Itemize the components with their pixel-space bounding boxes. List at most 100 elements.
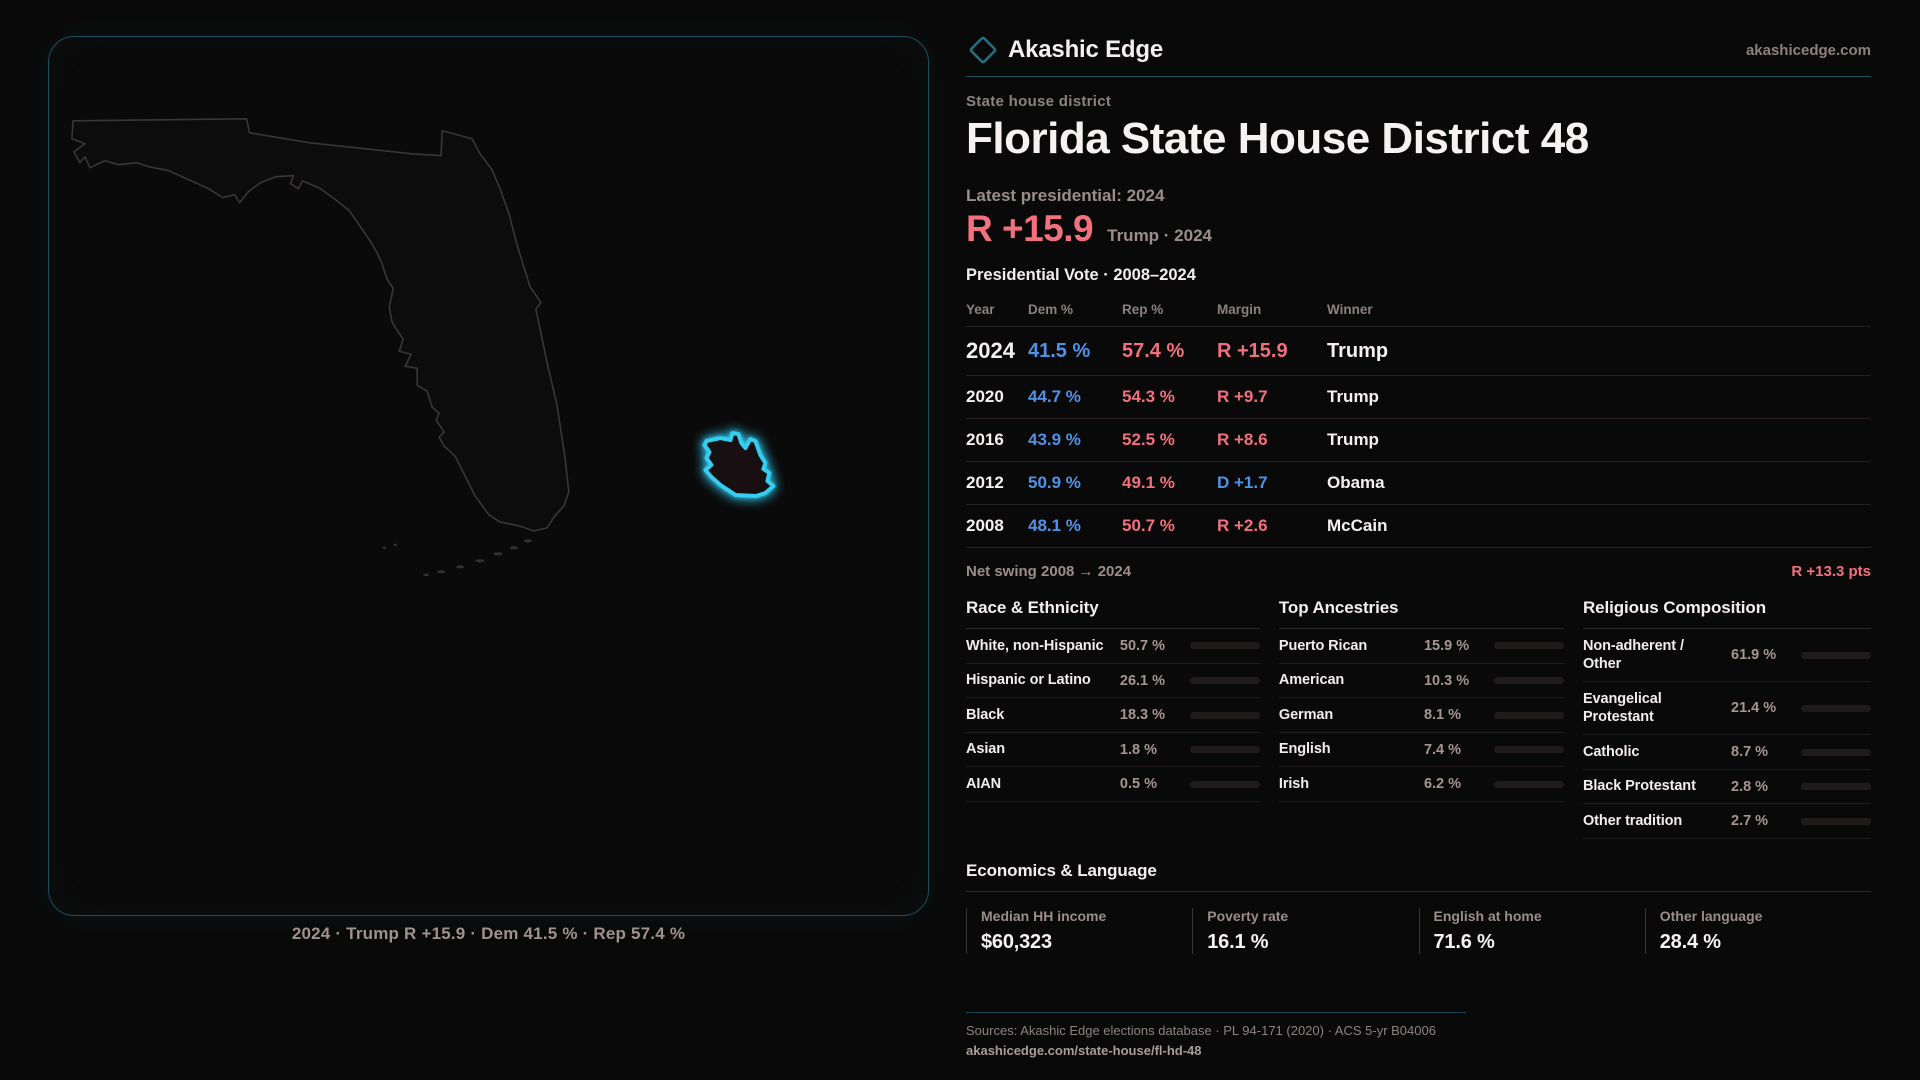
vote-table-title: Presidential Vote · 2008–2024: [966, 266, 1196, 285]
stat-label: Poverty rate: [1207, 908, 1289, 925]
demo-value: 21.4 %: [1731, 700, 1777, 717]
demo-value: 8.1 %: [1423, 707, 1462, 724]
demo-value: 50.7 %: [1119, 637, 1166, 654]
demo-bar-track: [1189, 711, 1260, 719]
demo-row: Black Protestant 2.8 %: [1582, 770, 1871, 805]
col-rep: Rep %: [1122, 302, 1164, 318]
demo-row: Non-adherent / Other 61.9 %: [1582, 629, 1871, 683]
demo-label: Catholic: [1582, 743, 1640, 760]
page-footer: Sources: Akashic Edge elections database…: [966, 1012, 1871, 1060]
demo-row: Evangelical Protestant 21.4 %: [1582, 682, 1871, 736]
demo-bar-track: [1493, 642, 1564, 650]
report-panel: Akashic Edge akashicedge.com State house…: [966, 28, 1871, 1060]
map-panel: [48, 36, 929, 916]
demo-label: AIAN: [966, 775, 1002, 792]
cell-dem: 41.5 %: [1028, 339, 1091, 362]
economics-section: Economics & Language Median HH income $6…: [966, 861, 1871, 955]
map-caption: 2024 · Trump R +15.9 · Dem 41.5 % · Rep …: [291, 924, 686, 943]
demo-row: Irish 6.2 %: [1278, 767, 1564, 802]
stat-value: 71.6 %: [1433, 931, 1495, 954]
permalink[interactable]: akashicedge.com/state-house/fl-hd-48: [966, 1043, 1202, 1059]
demo-label: Black: [966, 706, 1005, 723]
section-race-ethnicity: Race & Ethnicity White, non-Hispanic 50.…: [966, 598, 1260, 802]
cell-winner: McCain: [1327, 516, 1388, 536]
cell-margin: D +1.7: [1217, 473, 1268, 493]
demo-label: Other tradition: [1582, 812, 1683, 829]
table-row-2008: 2008 48.1 % 50.7 % R +2.6 McCain: [966, 505, 1871, 549]
demo-value: 7.4 %: [1423, 741, 1462, 758]
stat-value: $60,323: [981, 931, 1052, 954]
demo-bar-track: [1493, 677, 1564, 684]
demo-value: 18.3 %: [1119, 707, 1166, 724]
demo-label: Asian: [966, 741, 1005, 758]
headline-margin: R +15.9: [966, 208, 1094, 250]
demo-bar-track: [1493, 780, 1564, 788]
demo-bar-track: [1801, 817, 1871, 825]
demo-label: Non-adherent / Other: [1582, 637, 1684, 673]
cell-rep: 49.1 %: [1122, 473, 1175, 493]
vote-table-header: Year Dem % Rep % Margin Winner: [966, 297, 1871, 328]
stat-label: Other language: [1659, 908, 1763, 925]
demo-label: Puerto Rican: [1278, 637, 1368, 654]
demo-bar-track: [1801, 704, 1871, 712]
net-swing-label: Net swing 2008 → 2024: [966, 563, 1132, 581]
demo-label: American: [1278, 672, 1345, 689]
economics-stats-row: Median HH income $60,323 Poverty rate 16…: [966, 908, 1871, 955]
demo-bar-track: [1801, 748, 1871, 756]
demo-value: 1.8 %: [1119, 741, 1157, 758]
cell-rep: 57.4 %: [1122, 339, 1185, 362]
demo-value: 26.1 %: [1119, 672, 1166, 689]
brand-url-link[interactable]: akashicedge.com: [1745, 41, 1871, 59]
cell-year: 2024: [966, 338, 1015, 364]
demo-label: White, non-Hispanic: [966, 637, 1104, 654]
stat-poverty-rate: Poverty rate 16.1 %: [1192, 908, 1418, 955]
cell-dem: 48.1 %: [1028, 516, 1081, 536]
demo-bar-track: [1493, 746, 1564, 754]
cell-winner: Trump: [1327, 387, 1379, 407]
florida-map: [71, 118, 776, 577]
section-title: Race & Ethnicity: [966, 598, 1260, 630]
header-divider: [966, 76, 1871, 77]
stat-value: 16.1 %: [1207, 931, 1269, 954]
headline-margin-row: R +15.9 Trump · 2024: [966, 208, 1871, 250]
cell-year: 2020: [966, 387, 1004, 407]
vote-table: Year Dem % Rep % Margin Winner 2024 41.5…: [966, 297, 1871, 549]
latest-presidential-label: Latest presidential: 2024: [966, 186, 1165, 206]
section-religious-composition: Religious Composition Non-adherent / Oth…: [1582, 598, 1871, 840]
demo-value: 0.5 %: [1119, 776, 1157, 793]
net-swing-value: R +13.3 pts: [1791, 563, 1871, 581]
demo-label: Black Protestant: [1582, 778, 1696, 795]
district-shape[interactable]: [702, 431, 776, 498]
demo-bar-track: [1493, 711, 1564, 719]
cell-margin: R +2.6: [1217, 516, 1268, 536]
cell-dem: 43.9 %: [1028, 430, 1081, 450]
florida-keys: [382, 539, 532, 577]
stat-median-hh-income: Median HH income $60,323: [966, 908, 1192, 955]
demo-label: Hispanic or Latino: [966, 672, 1091, 689]
headline-margin-context: Trump · 2024: [1107, 226, 1212, 246]
section-title: Religious Composition: [1582, 598, 1871, 630]
table-row-2016: 2016 43.9 % 52.5 % R +8.6 Trump: [966, 419, 1871, 463]
demo-label: Evangelical Protestant: [1582, 690, 1662, 726]
brand-name: Akashic Edge: [1008, 36, 1163, 63]
cell-margin: R +9.7: [1217, 387, 1268, 407]
col-margin: Margin: [1217, 302, 1262, 318]
economics-divider: [966, 891, 1871, 893]
florida-outline: [71, 118, 570, 532]
cell-margin: R +15.9: [1217, 339, 1288, 362]
demo-value: 6.2 %: [1423, 776, 1462, 793]
cell-rep: 50.7 %: [1122, 516, 1175, 536]
demo-value: 15.9 %: [1423, 637, 1470, 654]
demo-row: Puerto Rican 15.9 %: [1278, 629, 1564, 664]
table-row-2012: 2012 50.9 % 49.1 % D +1.7 Obama: [966, 462, 1871, 506]
diamond-icon: [966, 33, 1000, 67]
stat-english-at-home: English at home 71.6 %: [1418, 908, 1645, 955]
demo-row: White, non-Hispanic 50.7 %: [966, 629, 1260, 664]
sources-text: Sources: Akashic Edge elections database…: [966, 1023, 1436, 1039]
cell-rep: 54.3 %: [1122, 387, 1175, 407]
demo-value: 8.7 %: [1731, 744, 1769, 761]
stat-label: English at home: [1433, 908, 1542, 925]
cell-year: 2016: [966, 430, 1004, 450]
cell-rep: 52.5 %: [1122, 430, 1175, 450]
table-row-2020: 2020 44.7 % 54.3 % R +9.7 Trump: [966, 376, 1871, 420]
